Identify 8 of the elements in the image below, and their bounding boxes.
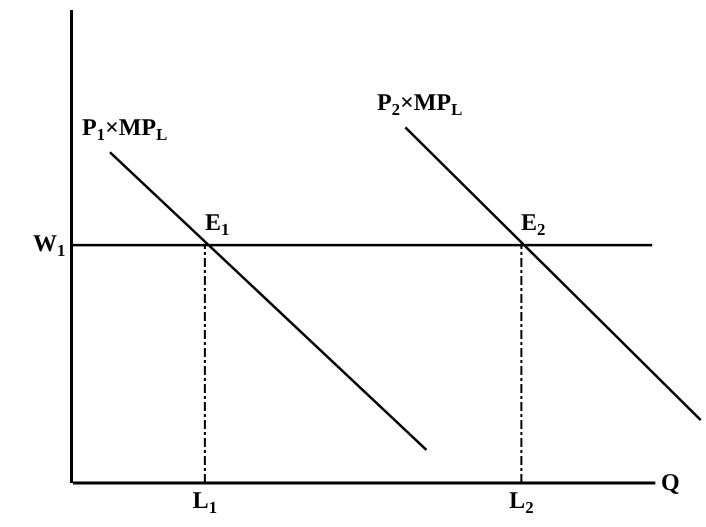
ref-line-label: W$_{1}$ [33,231,66,260]
x-tick-label: L$_{1}$ [192,488,218,518]
annotation: E$_{2}$ [521,210,546,240]
series-label: P$_{1}$×MP$_{L}$ [82,115,168,144]
annotation: E$_{1}$ [205,210,230,240]
x-tick-label: L$_{2}$ [509,488,534,518]
x-axis-title: Q [661,470,680,496]
series-label: P$_{2}$×MP$_{L}$ [377,90,462,120]
